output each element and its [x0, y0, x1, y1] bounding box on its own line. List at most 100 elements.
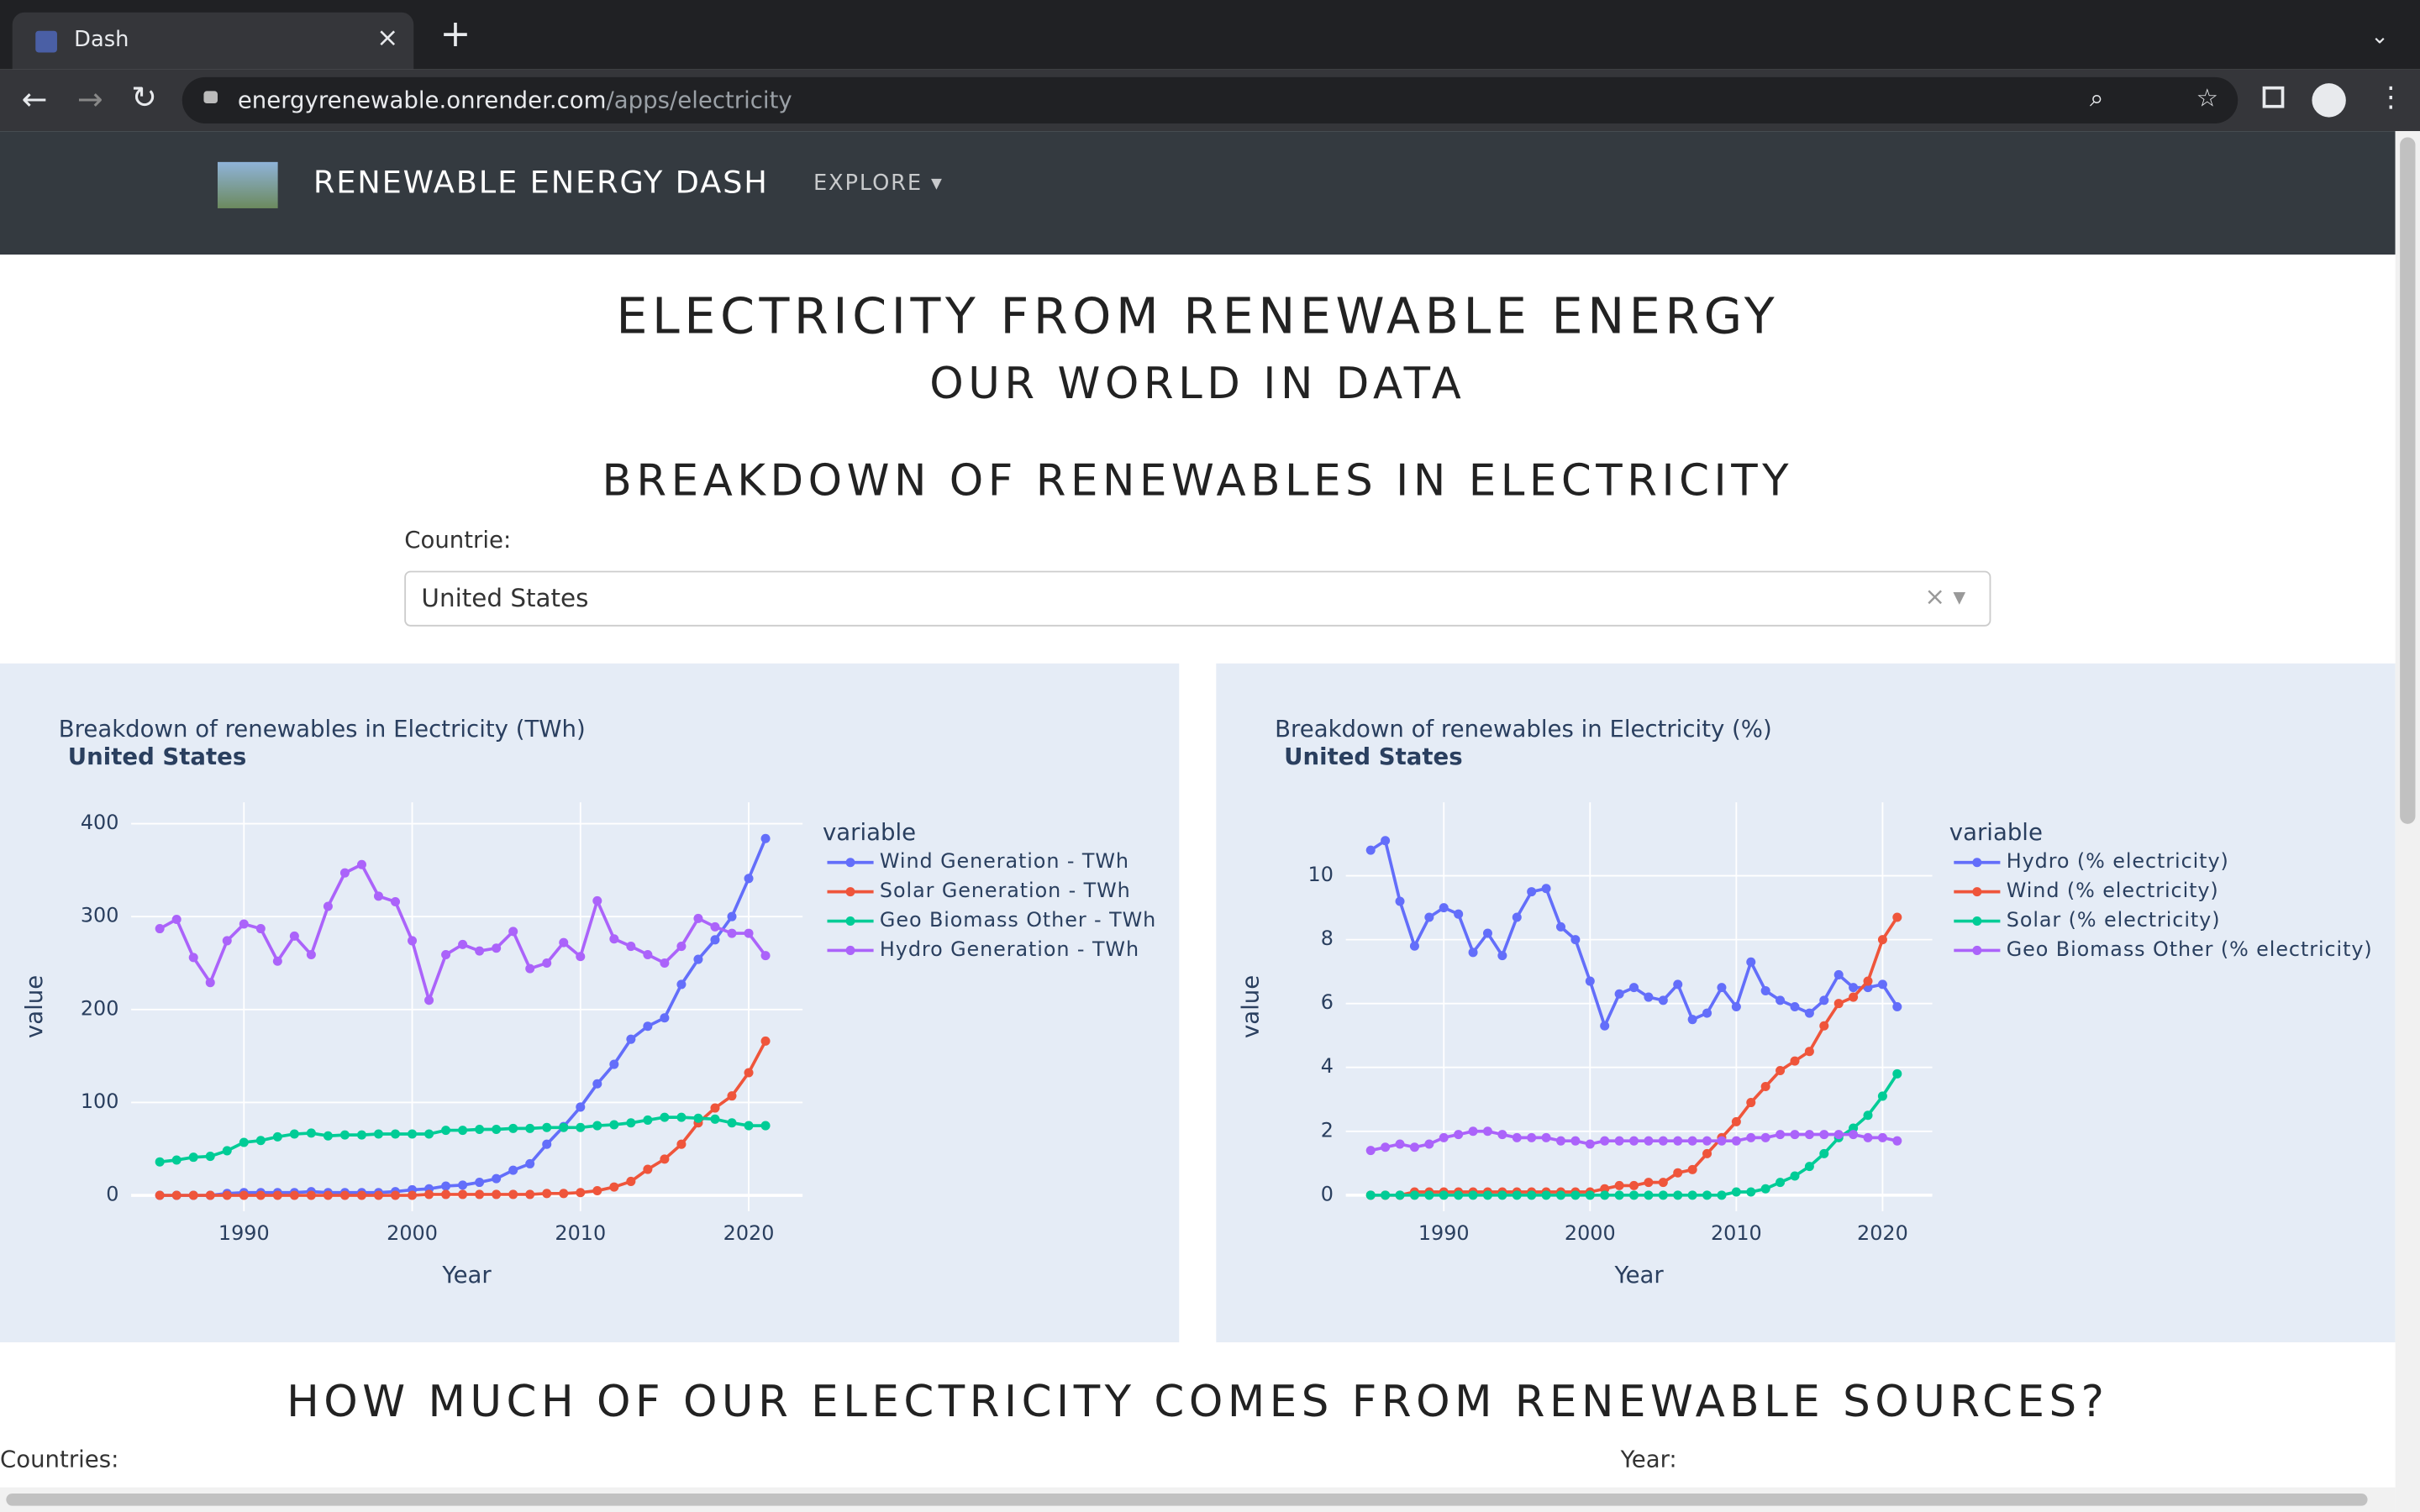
- lock-icon: [203, 91, 218, 104]
- data-point: [441, 1189, 451, 1200]
- dropdown-clear[interactable]: × ▾: [1924, 581, 1966, 612]
- bookmark-icon[interactable]: ☆: [2196, 83, 2219, 113]
- data-point: [576, 1122, 586, 1132]
- menu[interactable]: ⋮: [2376, 81, 2405, 114]
- data-point: [609, 934, 619, 944]
- x-tick-label: 2020: [1857, 1221, 1908, 1245]
- data-point: [760, 1036, 771, 1046]
- data-point: [1804, 1047, 1814, 1057]
- dropdown-label: Countrie:: [404, 526, 512, 554]
- data-point: [1658, 1190, 1668, 1200]
- profile[interactable]: [2312, 83, 2346, 118]
- data-point: [693, 1113, 703, 1123]
- legend-marker: [1972, 916, 1982, 927]
- url-host: energyrenewable.onrender.com: [237, 86, 607, 114]
- data-point: [1600, 1021, 1610, 1031]
- data-point: [760, 833, 771, 843]
- data-point: [1381, 1190, 1391, 1200]
- data-point: [1424, 912, 1434, 922]
- data-point: [408, 936, 418, 946]
- data-point: [155, 1157, 165, 1167]
- data-point: [525, 1189, 535, 1200]
- data-point: [676, 979, 687, 990]
- legend-marker: [1972, 887, 1982, 897]
- data-point: [1849, 983, 1859, 993]
- data-point: [458, 1126, 468, 1136]
- data-point: [492, 1173, 502, 1184]
- data-point: [508, 927, 518, 937]
- data-point: [205, 1152, 215, 1162]
- data-point: [390, 1129, 401, 1139]
- data-point: [727, 911, 737, 921]
- data-point: [710, 1103, 720, 1113]
- reload[interactable]: ↻: [131, 78, 157, 116]
- data-point: [272, 1190, 282, 1200]
- data-point: [222, 936, 232, 946]
- explore-menu[interactable]: EXPLORE ▾: [813, 171, 944, 197]
- data-point: [693, 954, 703, 964]
- data-point: [1849, 992, 1859, 1002]
- data-point: [1833, 999, 1844, 1009]
- data-point: [475, 1124, 485, 1135]
- data-point: [525, 1123, 535, 1133]
- data-point: [626, 942, 636, 952]
- data-point: [1892, 912, 1902, 922]
- back[interactable]: ←: [21, 80, 48, 118]
- data-point: [710, 921, 720, 932]
- y-tick-label: 400: [81, 811, 119, 834]
- data-point: [559, 937, 569, 948]
- data-point: [1746, 1187, 1756, 1197]
- data-point: [239, 1190, 249, 1200]
- data-point: [609, 1059, 619, 1069]
- data-point: [1790, 1130, 1800, 1140]
- logo: [217, 161, 278, 208]
- data-point: [424, 1129, 434, 1139]
- h-scroll-thumb[interactable]: [6, 1493, 2368, 1506]
- chart-title: Breakdown of renewables in Electricity (…: [1275, 716, 1772, 743]
- data-point: [1776, 1066, 1786, 1076]
- scroll-thumb[interactable]: [2400, 137, 2416, 824]
- dropdown-value: United States: [421, 583, 589, 613]
- data-point: [1687, 1015, 1697, 1025]
- x-tick-label: 2010: [555, 1221, 606, 1245]
- data-point: [1614, 1136, 1624, 1146]
- data-point: [306, 1190, 316, 1200]
- data-point: [458, 1189, 468, 1200]
- data-point: [1395, 1190, 1405, 1200]
- data-point: [1702, 1008, 1712, 1018]
- data-point: [356, 1130, 366, 1140]
- data-point: [408, 1129, 418, 1139]
- data-point: [390, 1190, 401, 1200]
- data-point: [1673, 1168, 1683, 1178]
- address-bar[interactable]: energyrenewable.onrender.com/apps/electr…: [182, 76, 2238, 123]
- legend-marker: [845, 916, 855, 927]
- data-point: [306, 1128, 316, 1138]
- x-tick-label: 2020: [723, 1221, 775, 1245]
- data-point: [1365, 845, 1376, 855]
- data-point: [1454, 1130, 1464, 1140]
- dropdown[interactable]: United States × ▾: [404, 570, 1991, 627]
- data-point: [1731, 1116, 1741, 1126]
- side-panel[interactable]: [2262, 86, 2285, 108]
- data-point: [255, 1190, 266, 1200]
- tab-menu[interactable]: ⌄: [2370, 24, 2389, 50]
- data-point: [441, 1126, 451, 1136]
- data-point: [1849, 1123, 1859, 1133]
- forward[interactable]: →: [76, 80, 103, 118]
- navbar: RENEWABLE ENERGY DASH EXPLORE ▾: [0, 131, 2396, 255]
- data-point: [188, 1152, 198, 1163]
- data-point: [1541, 884, 1551, 894]
- legend-marker: [845, 887, 855, 897]
- tab[interactable]: Dash ×: [12, 12, 414, 70]
- data-point: [660, 958, 670, 968]
- brand[interactable]: RENEWABLE ENERGY DASH: [313, 163, 769, 201]
- data-point: [1409, 941, 1419, 951]
- new-tab[interactable]: +: [439, 12, 471, 56]
- data-point: [1555, 1190, 1566, 1200]
- data-point: [408, 1190, 418, 1200]
- data-point: [205, 978, 215, 988]
- data-point: [239, 919, 249, 929]
- zoom-icon[interactable]: ⌕: [2089, 83, 2104, 113]
- tab-close[interactable]: ×: [376, 23, 399, 55]
